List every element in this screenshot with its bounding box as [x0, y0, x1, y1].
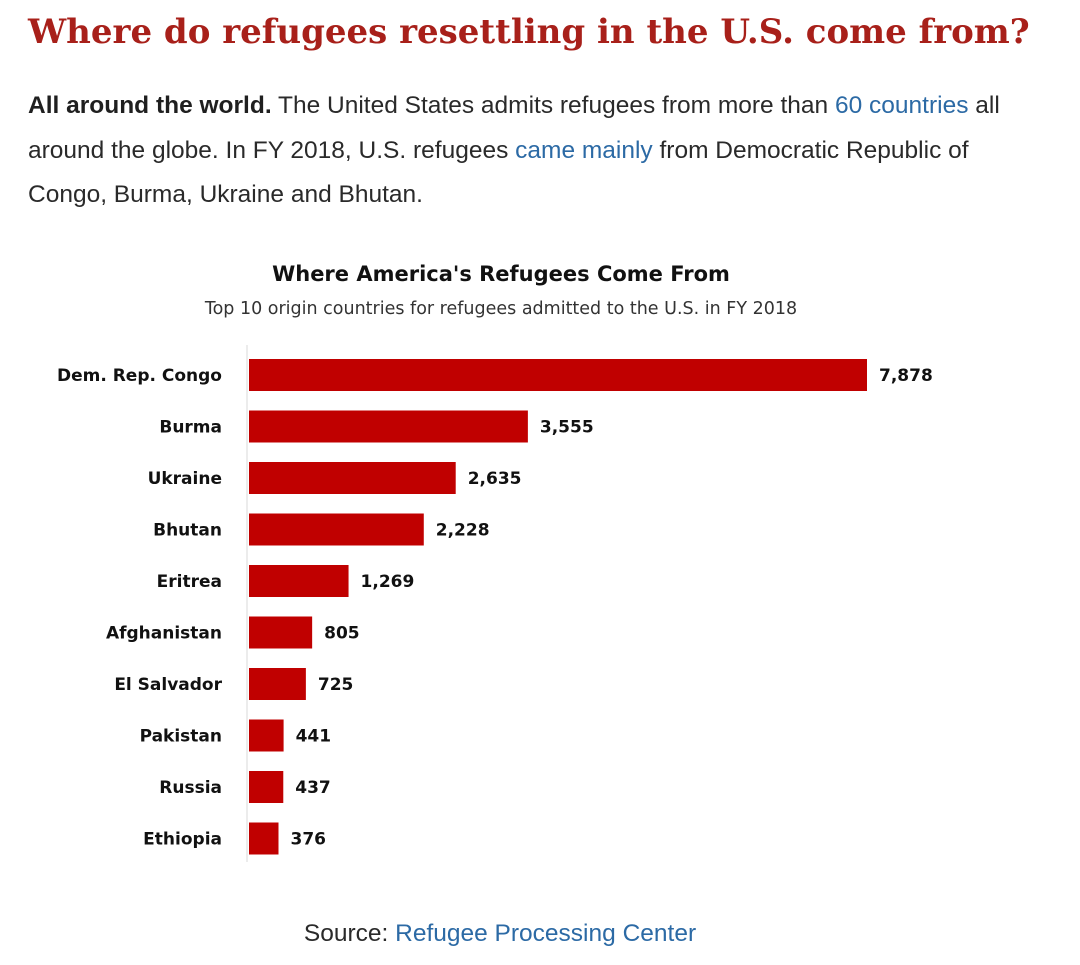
- value-label-russia: 437: [295, 778, 331, 798]
- value-label-dem-rep-congo: 7,878: [879, 366, 933, 386]
- category-label-dem-rep-congo: Dem. Rep. Congo: [57, 366, 222, 386]
- bar-dem-rep-congo: [249, 359, 867, 391]
- intro-text-1: The United States admits refugees from m…: [271, 92, 835, 119]
- category-label-ethiopia: Ethiopia: [143, 830, 222, 850]
- value-label-burma: 3,555: [540, 418, 594, 438]
- bar-ethiopia: [249, 822, 279, 855]
- came-mainly-link[interactable]: came mainly: [515, 136, 653, 164]
- bar-pakistan: [249, 719, 284, 752]
- value-label-ukraine: 2,635: [468, 469, 522, 489]
- refugee-origin-bar-chart: Where America's Refugees Come From Top 1…: [57, 262, 933, 862]
- intro-bold-lead: All around the world.: [28, 92, 272, 119]
- bar-bhutan: [249, 513, 424, 546]
- article-heading: Where do refugees resettling in the U.S.…: [28, 12, 1030, 52]
- value-label-el-salvador: 725: [318, 675, 354, 695]
- category-label-eritrea: Eritrea: [157, 572, 222, 592]
- bar-afghanistan: [249, 616, 313, 649]
- category-label-burma: Burma: [159, 418, 222, 438]
- category-label-pakistan: Pakistan: [140, 727, 222, 747]
- countries-link[interactable]: 60 countries: [834, 92, 969, 119]
- value-label-bhutan: 2,228: [436, 521, 490, 541]
- value-label-ethiopia: 376: [290, 830, 326, 850]
- category-label-ukraine: Ukraine: [148, 469, 222, 489]
- bar-ukraine: [249, 462, 456, 494]
- bar-el-salvador: [249, 668, 306, 700]
- bar-eritrea: [249, 565, 349, 597]
- chart-subtitle: Top 10 origin countries for refugees adm…: [204, 299, 797, 319]
- intro-text-3: from Democratic Republic of Congo, Burma…: [28, 136, 969, 209]
- bar-russia: [249, 771, 284, 803]
- category-label-russia: Russia: [159, 778, 222, 798]
- intro-text-2: all around the globe. In FY 2018, U.S. r…: [28, 92, 1000, 164]
- chart-bars: Dem. Rep. Congo 7,878 Burma 3,555 Ukraine 2,6…: [57, 359, 933, 855]
- value-label-eritrea: 1,269: [361, 572, 415, 592]
- bar-burma: [249, 410, 528, 443]
- source-link[interactable]: Refugee Processing Center: [395, 920, 697, 947]
- category-label-el-salvador: El Salvador: [114, 675, 222, 695]
- category-label-afghanistan: Afghanistan: [106, 624, 222, 644]
- category-label-bhutan: Bhutan: [153, 521, 222, 541]
- value-label-pakistan: 441: [296, 727, 332, 747]
- intro-paragraph: All around the world. The United States …: [28, 84, 1028, 218]
- source-prefix: Source:: [303, 920, 396, 947]
- source-line: Source: Refugee Processing Center: [0, 920, 1000, 948]
- chart-title: Where America's Refugees Come From: [272, 262, 730, 286]
- value-label-afghanistan: 805: [324, 624, 360, 644]
